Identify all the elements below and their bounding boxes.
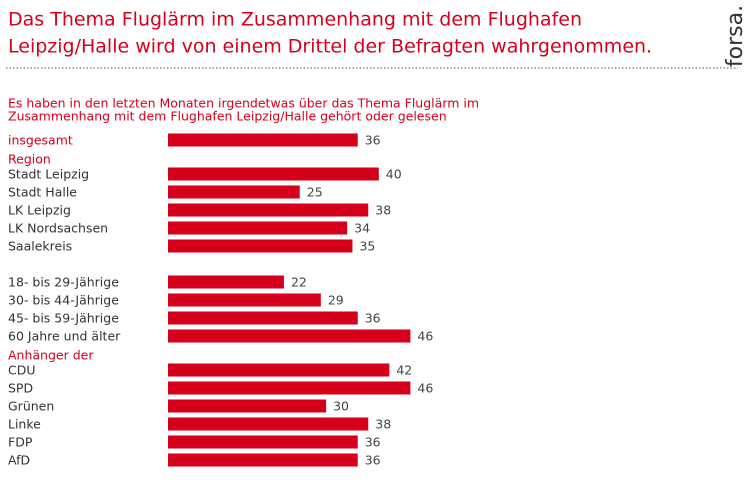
category-label: Stadt Halle bbox=[8, 185, 77, 200]
subtitle: Es haben in den letzten Monaten irgendet… bbox=[8, 96, 479, 111]
bar bbox=[168, 167, 379, 181]
category-label: Linke bbox=[8, 417, 41, 432]
bar bbox=[168, 363, 390, 377]
category-label: Stadt Leipzig bbox=[8, 167, 89, 182]
value-label: 29 bbox=[328, 293, 344, 308]
category-label: Grünen bbox=[8, 399, 54, 414]
value-label: 36 bbox=[365, 133, 381, 148]
bar bbox=[168, 221, 348, 235]
bar bbox=[168, 203, 369, 217]
category-label: AfD bbox=[8, 453, 30, 468]
bar bbox=[168, 185, 300, 199]
bar bbox=[168, 453, 358, 467]
value-label: 46 bbox=[417, 381, 433, 396]
category-label: CDU bbox=[8, 363, 36, 378]
category-label: Saalekreis bbox=[8, 239, 72, 254]
bar bbox=[168, 133, 358, 147]
value-label: 30 bbox=[333, 399, 349, 414]
bar bbox=[168, 381, 411, 395]
category-label: LK Leipzig bbox=[8, 203, 71, 218]
value-label: 36 bbox=[365, 311, 381, 326]
category-label: insgesamt bbox=[8, 133, 73, 148]
group-header: Region bbox=[8, 152, 51, 167]
brand: forsa. bbox=[723, 5, 744, 67]
category-label: 30- bis 44-Jährige bbox=[8, 293, 119, 308]
bar bbox=[168, 239, 353, 253]
value-label: 36 bbox=[365, 435, 381, 450]
chart-title: Leipzig/Halle wird von einem Drittel der… bbox=[8, 36, 652, 58]
bar bbox=[168, 399, 327, 413]
bar bbox=[168, 275, 284, 289]
category-label: 45- bis 59-Jährige bbox=[8, 311, 119, 326]
bar bbox=[168, 435, 358, 449]
category-label: FDP bbox=[8, 435, 33, 450]
bar bbox=[168, 417, 369, 431]
group-header: Anhänger der bbox=[8, 348, 94, 363]
bar bbox=[168, 311, 358, 325]
subtitle: Zusammenhang mit dem Flughafen Leipzig/H… bbox=[8, 109, 447, 124]
category-label: SPD bbox=[8, 381, 33, 396]
value-label: 22 bbox=[291, 275, 307, 290]
bar bbox=[168, 293, 321, 307]
value-label: 40 bbox=[386, 167, 402, 182]
value-label: 38 bbox=[375, 203, 391, 218]
value-label: 36 bbox=[365, 453, 381, 468]
category-label: LK Nordsachsen bbox=[8, 221, 108, 236]
value-label: 35 bbox=[359, 239, 375, 254]
bar bbox=[168, 329, 411, 343]
category-label: 60 Jahre und älter bbox=[8, 329, 121, 344]
value-label: 42 bbox=[396, 363, 412, 378]
category-label: 18- bis 29-Jährige bbox=[8, 275, 119, 290]
value-label: 46 bbox=[417, 329, 433, 344]
value-label: 34 bbox=[354, 221, 370, 236]
chart-title: Das Thema Fluglärm im Zusammenhang mit d… bbox=[8, 9, 582, 31]
value-label: 38 bbox=[375, 417, 391, 432]
value-label: 25 bbox=[307, 185, 323, 200]
